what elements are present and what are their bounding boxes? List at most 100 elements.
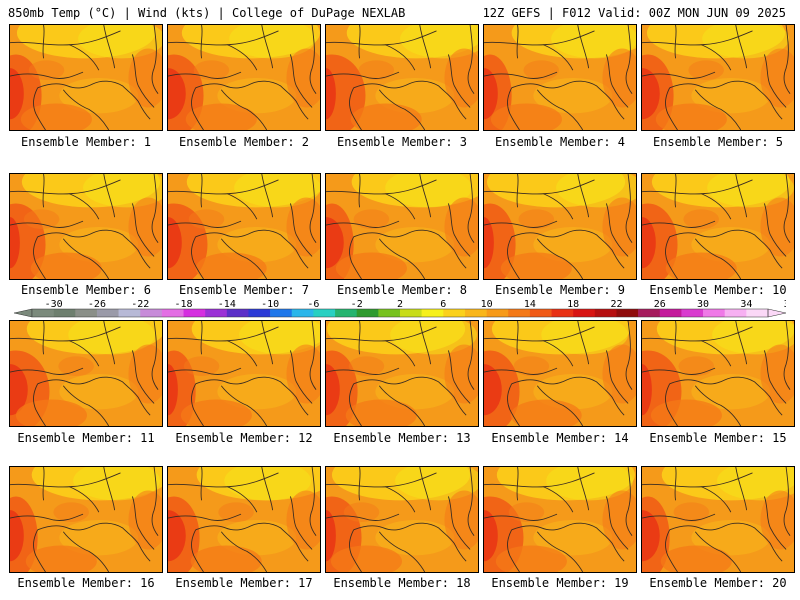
colorbar-swatch <box>464 309 487 317</box>
ensemble-member-label: Ensemble Member: 11 <box>17 431 155 445</box>
temperature-field-map <box>642 321 794 426</box>
colorbar-low-arrow <box>14 308 33 318</box>
ensemble-member-label: Ensemble Member: 8 <box>336 283 468 297</box>
ensemble-member-label: Ensemble Member: 7 <box>178 283 310 297</box>
temperature-field-map <box>10 25 162 130</box>
ensemble-member-label: Ensemble Member: 13 <box>333 431 471 445</box>
ensemble-map-panel[interactable] <box>9 24 163 131</box>
colorbar-swatch <box>161 309 184 317</box>
colorbar-swatch <box>313 309 336 317</box>
ensemble-member-label: Ensemble Member: 10 <box>649 283 787 297</box>
colorbar-swatch <box>443 309 466 317</box>
colorbar-swatch <box>335 309 358 317</box>
temperature-field-map <box>484 25 636 130</box>
colorbar-swatch <box>703 309 726 317</box>
ensemble-map-panel[interactable] <box>325 173 479 280</box>
colorbar-tick-label: -30 <box>45 299 63 310</box>
ensemble-member-label: Ensemble Member: 17 <box>175 576 313 590</box>
temperature-field-map <box>326 25 478 130</box>
colorbar-swatch <box>248 309 271 317</box>
ensemble-map-panel[interactable] <box>483 173 637 280</box>
colorbar-swatch <box>378 309 401 317</box>
ensemble-map-panel[interactable] <box>167 466 321 573</box>
colorbar-swatch <box>140 309 163 317</box>
temperature-field-map <box>642 25 794 130</box>
ensemble-member-label: Ensemble Member: 4 <box>494 135 626 149</box>
temperature-field-map <box>10 467 162 572</box>
ensemble-member-label: Ensemble Member: 12 <box>175 431 313 445</box>
temperature-field-map <box>484 321 636 426</box>
colorbar-swatch <box>118 309 141 317</box>
ensemble-map-panel[interactable] <box>325 24 479 131</box>
temperature-field-map <box>326 321 478 426</box>
temperature-field-map <box>10 321 162 426</box>
colorbar-swatch <box>486 309 509 317</box>
ensemble-member-label: Ensemble Member: 19 <box>491 576 629 590</box>
temperature-field-map <box>484 467 636 572</box>
colorbar-tick-label: -26 <box>88 299 106 310</box>
colorbar-swatch <box>508 309 531 317</box>
ensemble-map-panel[interactable] <box>167 173 321 280</box>
temperature-field-map <box>168 25 320 130</box>
ensemble-map-panel[interactable] <box>325 466 479 573</box>
ensemble-member-label: Ensemble Member: 20 <box>649 576 787 590</box>
colorbar-swatch <box>724 309 747 317</box>
ensemble-map-panel[interactable] <box>641 320 795 427</box>
colorbar-swatch <box>291 309 314 317</box>
colorbar-swatch <box>356 309 379 317</box>
colorbar-tick-label: -2 <box>351 299 363 310</box>
ensemble-member-label: Ensemble Member: 16 <box>17 576 155 590</box>
colorbar-tick-label: 14 <box>524 299 536 310</box>
temperature-field-map <box>326 467 478 572</box>
colorbar-swatch <box>529 309 552 317</box>
colorbar-swatch <box>638 309 661 317</box>
temperature-field-map <box>484 174 636 279</box>
ensemble-member-label: Ensemble Member: 14 <box>491 431 629 445</box>
ensemble-member-label: Ensemble Member: 18 <box>333 576 471 590</box>
ensemble-map-panel[interactable] <box>9 466 163 573</box>
temperature-field-map <box>168 174 320 279</box>
colorbar-swatch <box>226 309 249 317</box>
colorbar-tick-label: 30 <box>697 299 709 310</box>
colorbar-swatch <box>400 309 422 317</box>
colorbar-tick-label: 38 <box>784 299 786 310</box>
ensemble-map-panel[interactable] <box>641 173 795 280</box>
colorbar-tick-label: -10 <box>261 299 279 310</box>
colorbar-swatch <box>270 309 293 317</box>
ensemble-map-panel[interactable] <box>641 466 795 573</box>
ensemble-map-panel[interactable] <box>167 24 321 131</box>
temperature-field-map <box>642 467 794 572</box>
colorbar-tick-label: 6 <box>440 299 446 310</box>
ensemble-map-panel[interactable] <box>9 320 163 427</box>
ensemble-map-panel[interactable] <box>167 320 321 427</box>
colorbar-swatch <box>96 309 119 317</box>
ensemble-map-panel[interactable] <box>483 466 637 573</box>
colorbar-swatch <box>183 309 206 317</box>
temperature-field-map <box>642 174 794 279</box>
colorbar-swatch <box>32 309 54 317</box>
temperature-field-map <box>326 174 478 279</box>
ensemble-member-label: Ensemble Member: 9 <box>494 283 626 297</box>
colorbar-tick-label: 22 <box>610 299 622 310</box>
colorbar-swatch <box>421 309 444 317</box>
colorbar-tick-label: -18 <box>174 299 192 310</box>
ensemble-member-label: Ensemble Member: 1 <box>20 135 152 149</box>
ensemble-map-panel[interactable] <box>325 320 479 427</box>
colorbar-tick-label: -14 <box>218 299 236 310</box>
ensemble-map-panel[interactable] <box>483 24 637 131</box>
ensemble-map-panel[interactable] <box>9 173 163 280</box>
ensemble-map-panel[interactable] <box>641 24 795 131</box>
ensemble-map-panel[interactable] <box>483 320 637 427</box>
colorbar-swatch <box>53 309 76 317</box>
colorbar-swatch <box>746 309 769 317</box>
ensemble-member-label: Ensemble Member: 15 <box>649 431 787 445</box>
ensemble-member-label: Ensemble Member: 2 <box>178 135 310 149</box>
colorbar-tick-label: 2 <box>397 299 403 310</box>
colorbar-tick-label: 26 <box>654 299 666 310</box>
colorbar-tick-label: -22 <box>131 299 149 310</box>
colorbar-tick-label: 10 <box>481 299 493 310</box>
model-run-info: 12Z GEFS | F012 Valid: 00Z MON JUN 09 20… <box>482 6 786 20</box>
colorbar-swatch <box>616 309 639 317</box>
ensemble-member-label: Ensemble Member: 5 <box>652 135 784 149</box>
colorbar-high-arrow <box>767 308 786 318</box>
